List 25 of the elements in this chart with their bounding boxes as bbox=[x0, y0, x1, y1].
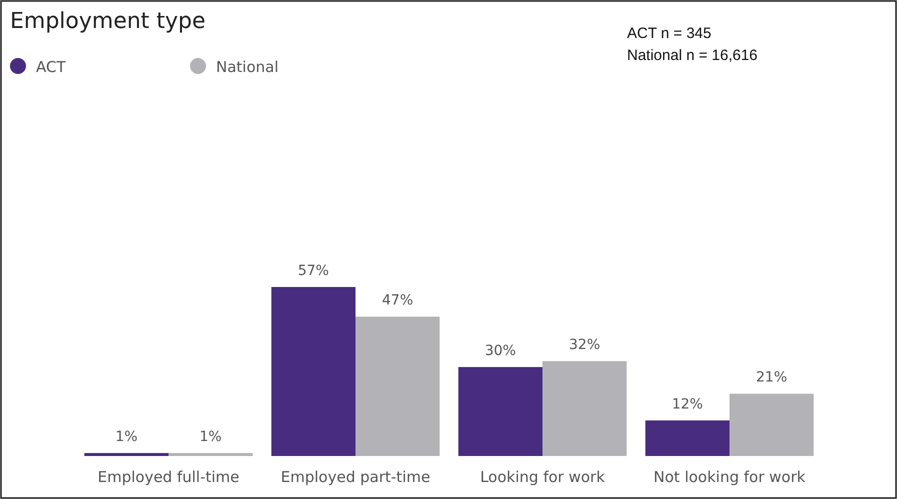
data-label: 32% bbox=[569, 337, 600, 354]
data-label: 21% bbox=[756, 370, 788, 386]
bar bbox=[730, 394, 814, 456]
bar bbox=[271, 287, 356, 456]
data-label: 30% bbox=[484, 343, 516, 360]
data-label: 47% bbox=[382, 292, 414, 309]
chart-title: Employment type bbox=[10, 9, 206, 34]
x-tick-label: Looking for work bbox=[480, 468, 606, 486]
x-tick-label: Employed part-time bbox=[280, 468, 430, 486]
bar bbox=[168, 453, 253, 456]
bar bbox=[458, 367, 542, 456]
x-tick-label: Not looking for work bbox=[654, 468, 806, 486]
data-label: 1% bbox=[115, 429, 138, 446]
bar bbox=[356, 316, 440, 456]
data-label: 12% bbox=[672, 396, 703, 412]
x-tick-label: Employed full-time bbox=[98, 468, 240, 486]
text: ACT n = 345 bbox=[627, 25, 712, 42]
text: National n = 16,616 bbox=[627, 47, 758, 64]
legend-label: ACT bbox=[36, 58, 66, 76]
data-label: 57% bbox=[298, 263, 329, 279]
legend-label: National bbox=[216, 58, 279, 76]
bar bbox=[542, 361, 627, 456]
data-label: 1% bbox=[199, 429, 222, 446]
bar bbox=[645, 420, 730, 456]
bar bbox=[84, 453, 168, 456]
